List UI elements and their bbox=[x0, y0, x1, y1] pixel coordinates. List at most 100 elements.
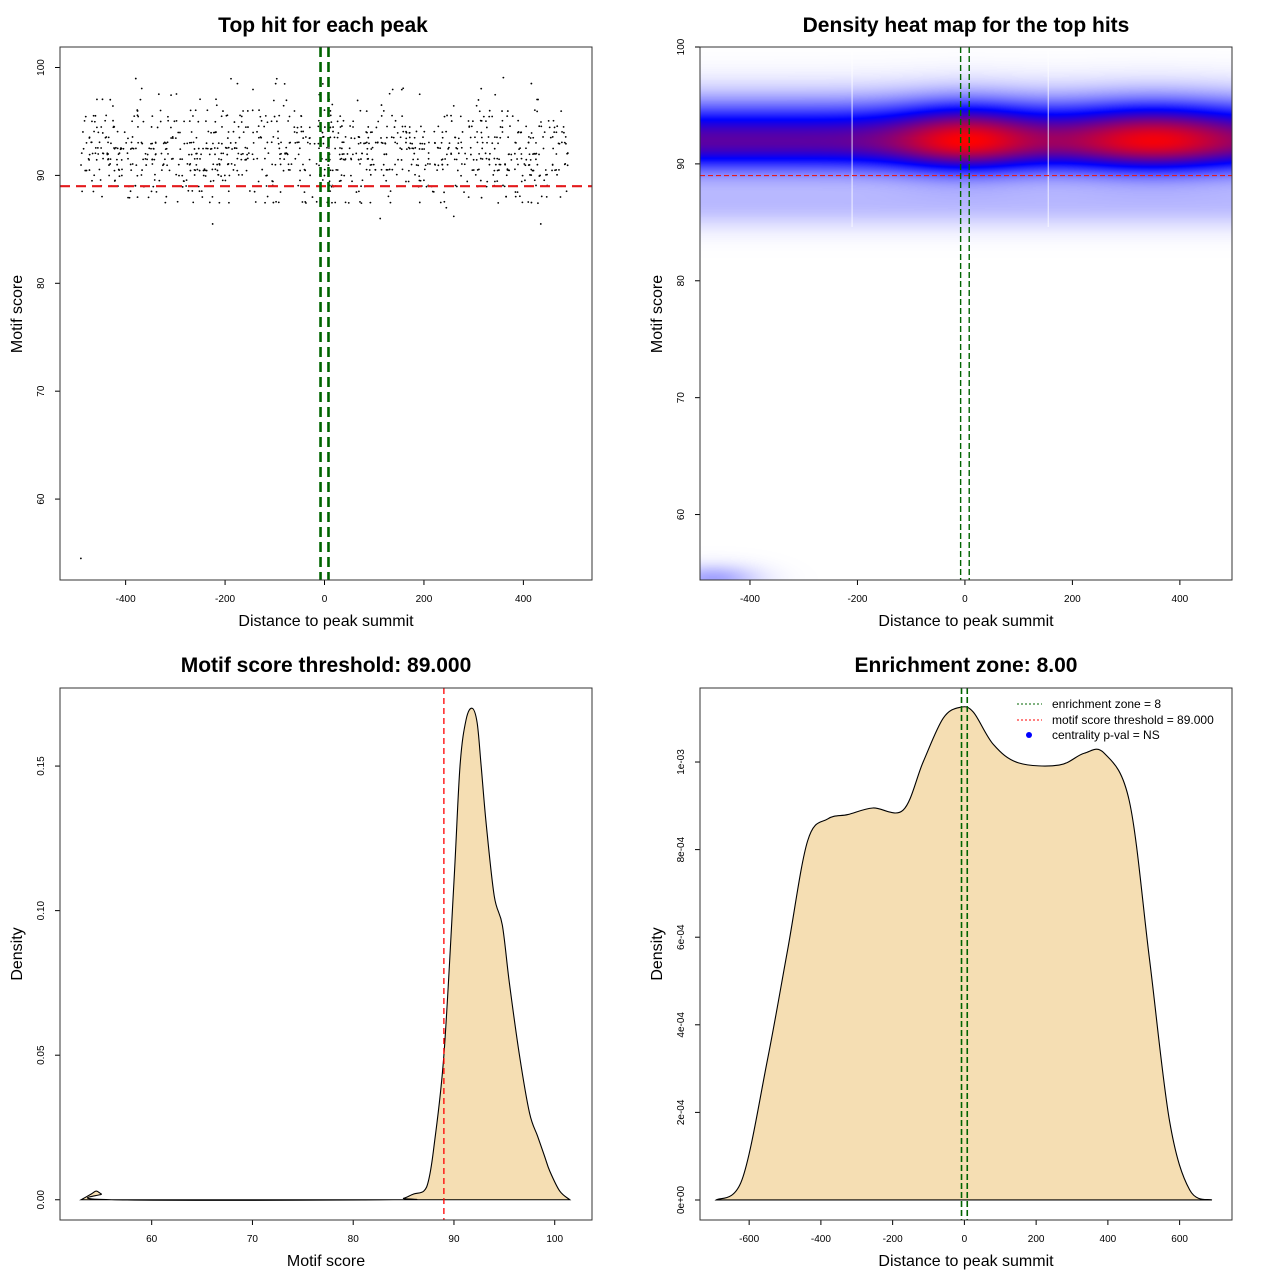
data-point bbox=[166, 164, 169, 167]
data-point bbox=[527, 141, 530, 144]
data-point bbox=[160, 169, 163, 171]
data-point bbox=[380, 104, 383, 106]
data-point bbox=[204, 175, 207, 177]
x-tick-label: 90 bbox=[448, 1234, 460, 1245]
data-point bbox=[202, 169, 205, 172]
data-point bbox=[107, 136, 110, 139]
data-point bbox=[532, 136, 535, 139]
data-point bbox=[112, 126, 115, 129]
data-point bbox=[174, 137, 177, 139]
data-point bbox=[244, 126, 247, 129]
chart-title: Motif score threshold: 89.000 bbox=[181, 654, 472, 677]
data-point bbox=[493, 157, 496, 160]
data-point bbox=[502, 184, 504, 187]
legend-label: centrality p-val = NS bbox=[1052, 728, 1160, 742]
data-point bbox=[489, 152, 491, 155]
data-point bbox=[305, 202, 307, 204]
data-point bbox=[179, 131, 181, 134]
data-point bbox=[164, 201, 167, 204]
data-point bbox=[242, 131, 245, 134]
data-point bbox=[290, 163, 293, 165]
data-point bbox=[493, 136, 496, 139]
data-point bbox=[95, 158, 98, 161]
data-point bbox=[101, 195, 103, 198]
data-point bbox=[439, 147, 442, 150]
data-point bbox=[162, 163, 165, 166]
data-point bbox=[393, 126, 396, 128]
plot-frame bbox=[699, 46, 1233, 581]
data-point bbox=[142, 120, 145, 123]
data-point bbox=[447, 146, 450, 149]
data-point bbox=[443, 191, 445, 194]
data-point bbox=[347, 201, 350, 204]
data-point bbox=[491, 115, 494, 118]
x-tick-label: 0 bbox=[962, 594, 968, 605]
data-point bbox=[476, 169, 479, 171]
data-point bbox=[351, 153, 354, 156]
data-point bbox=[236, 82, 239, 85]
data-point bbox=[118, 169, 121, 171]
data-point bbox=[446, 114, 448, 117]
data-point bbox=[380, 115, 383, 117]
data-point bbox=[127, 157, 129, 160]
scatter-plot: -400 -200 0 200 400 60 70 80 90 100 bbox=[36, 46, 593, 605]
data-point bbox=[456, 169, 459, 172]
data-point bbox=[154, 173, 156, 176]
data-point bbox=[530, 132, 533, 134]
data-point bbox=[114, 179, 116, 182]
data-point bbox=[344, 135, 347, 138]
data-point bbox=[371, 146, 374, 149]
data-point bbox=[211, 195, 214, 198]
data-point bbox=[230, 162, 233, 165]
data-point bbox=[131, 136, 134, 138]
data-point bbox=[471, 120, 474, 123]
data-point bbox=[434, 163, 437, 166]
data-point bbox=[299, 179, 301, 182]
data-point bbox=[384, 142, 387, 145]
data-point bbox=[105, 136, 108, 138]
data-point bbox=[151, 158, 154, 161]
data-point bbox=[405, 131, 408, 134]
data-point bbox=[328, 147, 330, 149]
data-point bbox=[556, 125, 559, 128]
data-point bbox=[339, 126, 342, 128]
data-point bbox=[153, 158, 156, 161]
data-point bbox=[179, 148, 182, 151]
data-point bbox=[357, 136, 360, 138]
data-point bbox=[83, 119, 86, 122]
data-point bbox=[145, 164, 148, 166]
data-point bbox=[414, 173, 416, 176]
data-point bbox=[359, 162, 361, 165]
data-point bbox=[183, 180, 185, 183]
data-point bbox=[300, 126, 303, 128]
y-tick-label: 70 bbox=[676, 392, 687, 404]
data-point bbox=[475, 158, 478, 161]
data-point bbox=[394, 163, 396, 166]
data-point bbox=[560, 141, 563, 144]
data-point bbox=[224, 179, 227, 182]
data-point bbox=[283, 158, 286, 161]
data-point bbox=[130, 141, 133, 144]
data-point bbox=[293, 131, 296, 133]
y-tick-label: 8e-04 bbox=[676, 836, 687, 862]
data-point bbox=[287, 168, 290, 171]
data-point bbox=[436, 169, 439, 172]
data-point bbox=[242, 110, 244, 112]
data-point bbox=[336, 120, 339, 123]
data-point bbox=[266, 121, 269, 124]
data-point bbox=[371, 158, 374, 161]
data-point bbox=[91, 179, 93, 182]
data-point bbox=[535, 158, 537, 161]
data-point bbox=[141, 142, 144, 145]
data-point bbox=[400, 159, 403, 161]
y-tick-label: 0.10 bbox=[36, 900, 47, 920]
data-point bbox=[525, 147, 527, 150]
data-point bbox=[478, 152, 481, 155]
data-point bbox=[330, 121, 333, 124]
data-point bbox=[553, 126, 556, 129]
data-point bbox=[256, 130, 258, 133]
data-point bbox=[360, 158, 362, 160]
data-point bbox=[535, 184, 537, 187]
data-point bbox=[97, 153, 100, 155]
data-point bbox=[415, 130, 418, 133]
